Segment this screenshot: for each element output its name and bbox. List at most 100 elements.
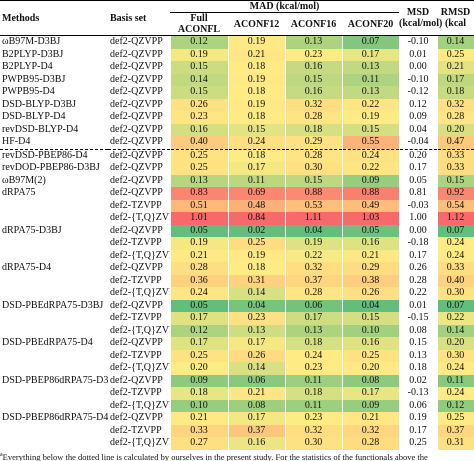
value-cell: 0.36 [170,275,228,288]
value-cell: 0.25 [170,149,228,162]
basis-cell: def2-QZVPP [108,36,170,49]
value-cell: 0.24 [437,387,474,400]
value-cell: 0.33 [170,425,228,438]
method-cell [0,287,108,300]
value-cell: 0.26 [228,350,285,363]
value-cell: 0.24 [342,149,399,162]
value-cell: 0.17 [342,387,399,400]
value-cell: 0.48 [228,200,285,213]
method-cell: B2PLYP-D3BJ [0,49,108,62]
value-cell: 0.13 [342,61,399,74]
value-cell: 0.17 [228,412,285,425]
value-cell: 0.12 [170,325,228,338]
subcolumn-header: ACONF20 [342,13,399,36]
value-cell: 1.11 [285,212,342,225]
value-cell: 0.04 [285,225,342,238]
value-cell: 0.26 [399,262,437,275]
value-cell: 0.24 [437,250,474,263]
value-cell: 0.15 [342,124,399,137]
value-cell: 0.24 [437,237,474,250]
method-cell: dRPA75 [0,187,108,200]
value-cell: 0.16 [228,437,285,450]
value-cell: 0.18 [228,149,285,162]
basis-cell: def2-TZVPP [108,350,170,363]
basis-cell: def2-{T,Q}ZVPP [108,437,170,450]
value-cell: 0.24 [285,350,342,363]
method-cell [0,325,108,338]
value-cell: 0.12 [437,400,474,413]
value-cell: 0.28 [437,111,474,124]
value-cell: 0.10 [342,325,399,338]
value-cell: 0.18 [170,387,228,400]
basis-cell: def2-QZVPP [108,149,170,162]
value-cell: 0.14 [437,36,474,49]
value-cell: -0.12 [399,86,437,99]
value-cell: 0.88 [342,187,399,200]
value-cell: 0.37 [437,425,474,438]
method-cell [0,250,108,263]
value-cell: 0.07 [342,36,399,49]
value-cell: 0.07 [437,225,474,238]
value-cell: 0.28 [285,111,342,124]
basis-cell: def2-QZVPP [108,262,170,275]
value-cell: 0.23 [285,362,342,375]
value-cell: 0.92 [437,187,474,200]
basis-cell: def2-QZVPP [108,337,170,350]
basis-cell: def2-QZVPP [108,99,170,112]
value-cell: 0.12 [170,36,228,49]
value-cell: 0.15 [399,337,437,350]
results-table: Methods Basis set MAD (kcal/mol) MSD(kca… [0,0,474,450]
value-cell: 0.12 [399,99,437,112]
value-cell: 0.21 [170,250,228,263]
method-cell [0,400,108,413]
value-cell: 0.33 [437,149,474,162]
value-cell: 0.28 [342,437,399,450]
value-cell: 0.19 [285,237,342,250]
value-cell: 0.25 [170,162,228,175]
value-cell: 0.28 [285,149,342,162]
value-cell: 0.13 [342,86,399,99]
method-cell: PWPB95-D3BJ [0,74,108,87]
subcolumn-header: Full ACONFL [170,13,228,36]
value-cell: 0.18 [228,86,285,99]
value-cell: 0.40 [437,275,474,288]
value-cell: 0.69 [228,187,285,200]
method-cell: revDOD-PBEP86-D3BJ [0,162,108,175]
value-cell: -0.10 [399,36,437,49]
basis-cell: def2-QZVPP [108,74,170,87]
value-cell: 0.00 [399,61,437,74]
value-cell: 0.16 [170,124,228,137]
value-cell: 0.88 [285,187,342,200]
value-cell: 0.19 [228,36,285,49]
value-cell: 0.15 [228,124,285,137]
method-cell [0,437,108,450]
value-cell: 0.32 [342,425,399,438]
value-cell: 0.16 [285,61,342,74]
value-cell: 0.06 [285,300,342,313]
basis-cell: def2-QZVPP [108,300,170,313]
value-cell: 0.06 [399,400,437,413]
value-cell: 0.32 [285,425,342,438]
value-cell: 0.25 [228,237,285,250]
value-cell: 0.19 [228,74,285,87]
msd-unit: (kcal/mol) [399,18,442,29]
value-cell: 0.08 [228,400,285,413]
basis-cell: def2-QZVPP [108,111,170,124]
value-cell: 0.09 [342,400,399,413]
value-cell: 0.09 [399,111,437,124]
value-cell: -0.15 [399,312,437,325]
value-cell: 0.13 [170,175,228,188]
